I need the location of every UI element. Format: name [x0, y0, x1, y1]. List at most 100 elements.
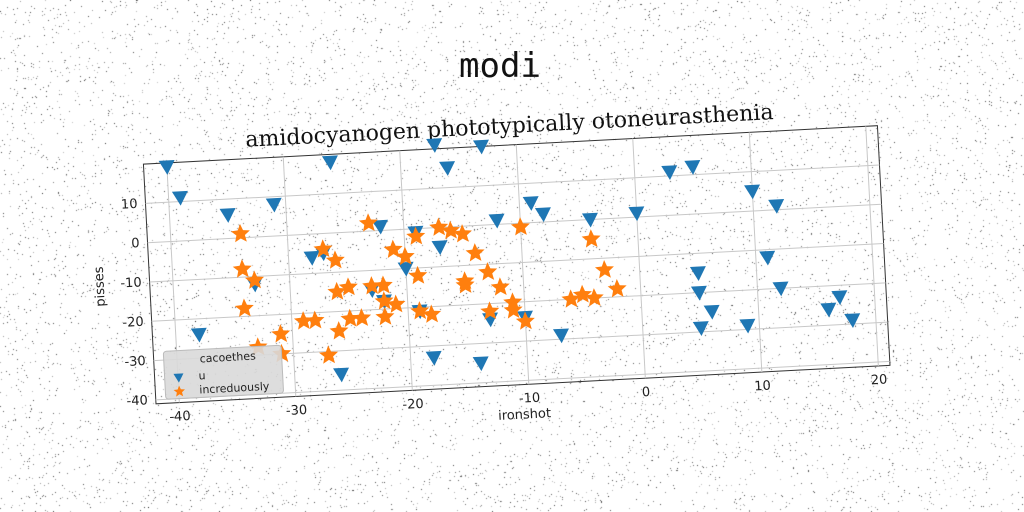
point-increduously	[452, 224, 472, 243]
point-u	[844, 313, 861, 329]
point-increduously	[232, 259, 252, 278]
point-increduously	[584, 288, 604, 307]
point-increduously	[271, 324, 291, 343]
x-grid-line	[632, 138, 646, 379]
y-grid-line	[149, 243, 884, 283]
point-increduously	[374, 291, 394, 310]
x-tick-label: 0	[642, 385, 651, 400]
point-increduously	[515, 311, 535, 330]
point-increduously	[313, 239, 333, 258]
point-u	[661, 165, 678, 181]
point-u	[219, 208, 236, 223]
point-u	[628, 206, 645, 222]
x-grid-line	[748, 132, 763, 373]
point-u	[759, 250, 776, 266]
point-increduously	[325, 250, 345, 269]
x-grid-line	[515, 144, 530, 385]
x-tick-label: -30	[286, 403, 308, 419]
point-increduously	[293, 311, 313, 330]
point-increduously	[561, 289, 581, 308]
legend-label-u: u	[198, 369, 206, 382]
point-u	[581, 212, 598, 228]
legend: cacoethes u increduously	[162, 344, 284, 400]
point-u	[739, 318, 756, 334]
point-u	[689, 266, 706, 281]
point-u	[744, 184, 761, 200]
point-u	[522, 196, 539, 211]
point-u	[190, 327, 207, 343]
point-increduously	[480, 301, 500, 320]
point-increduously	[406, 226, 426, 245]
legend-title: cacoethes	[199, 350, 256, 366]
y-tick-label: -10	[120, 275, 142, 291]
point-u	[425, 350, 442, 366]
point-increduously	[352, 308, 372, 327]
point-increduously	[362, 276, 382, 295]
plot-frame	[142, 125, 891, 405]
point-u	[703, 304, 720, 320]
y-axis-label: pisses	[92, 266, 109, 307]
point-u	[552, 328, 569, 344]
point-u	[820, 302, 837, 318]
plot-group: amidocyanogen phototypically otoneurasth…	[92, 100, 891, 425]
point-increduously	[358, 213, 378, 232]
point-increduously	[478, 262, 498, 281]
legend-marker-u	[173, 373, 184, 383]
point-increduously	[429, 217, 449, 236]
figure-suptitle: modi	[459, 46, 541, 86]
point-u	[321, 155, 338, 171]
point-increduously	[383, 239, 403, 258]
point-increduously	[581, 229, 601, 248]
point-increduously	[465, 243, 485, 262]
point-increduously	[373, 275, 393, 294]
y-tick-label: -30	[124, 354, 146, 370]
point-u	[372, 219, 389, 235]
point-u	[158, 160, 175, 175]
legend-marker-increduously	[173, 385, 185, 397]
point-u	[488, 213, 505, 229]
point-increduously	[408, 265, 428, 285]
point-u	[831, 290, 848, 306]
x-tick-label: -10	[519, 391, 541, 407]
point-increduously	[510, 217, 530, 236]
y-tick-label: 10	[121, 197, 138, 213]
y-tick-label: 0	[131, 236, 140, 251]
point-u	[768, 199, 785, 214]
point-u	[534, 207, 551, 223]
data-points	[158, 138, 861, 383]
point-increduously	[375, 306, 395, 326]
x-tick-label: 20	[870, 373, 887, 389]
point-increduously	[503, 300, 523, 319]
point-u	[472, 356, 489, 372]
point-increduously	[386, 294, 406, 313]
y-tick-label: -20	[122, 315, 144, 331]
x-tick-label: -20	[402, 397, 424, 413]
point-increduously	[327, 281, 347, 301]
point-u	[265, 197, 282, 213]
point-u	[397, 261, 414, 277]
point-u	[333, 367, 350, 383]
point-increduously	[329, 321, 349, 340]
point-increduously	[410, 301, 430, 320]
point-increduously	[305, 310, 325, 329]
y-tick-label: -40	[126, 393, 148, 409]
point-u	[431, 240, 448, 256]
point-increduously	[422, 304, 442, 323]
point-u	[426, 138, 443, 153]
point-increduously	[455, 275, 475, 294]
point-increduously	[234, 298, 254, 317]
x-tick-label: -40	[169, 409, 191, 425]
x-axis-label: ironshot	[498, 406, 552, 424]
point-increduously	[572, 284, 592, 304]
legend-box	[162, 344, 284, 400]
point-u	[772, 281, 789, 297]
point-increduously	[340, 308, 360, 328]
point-u	[303, 250, 320, 266]
point-u	[692, 321, 709, 336]
y-grid-line	[145, 164, 880, 204]
x-grid-line	[282, 156, 297, 397]
point-increduously	[490, 277, 510, 296]
point-u	[439, 161, 456, 176]
tick-labels: -40 -30 -20 -10 0 10 20 -40 -30 -20 -10 0 10	[120, 197, 888, 425]
